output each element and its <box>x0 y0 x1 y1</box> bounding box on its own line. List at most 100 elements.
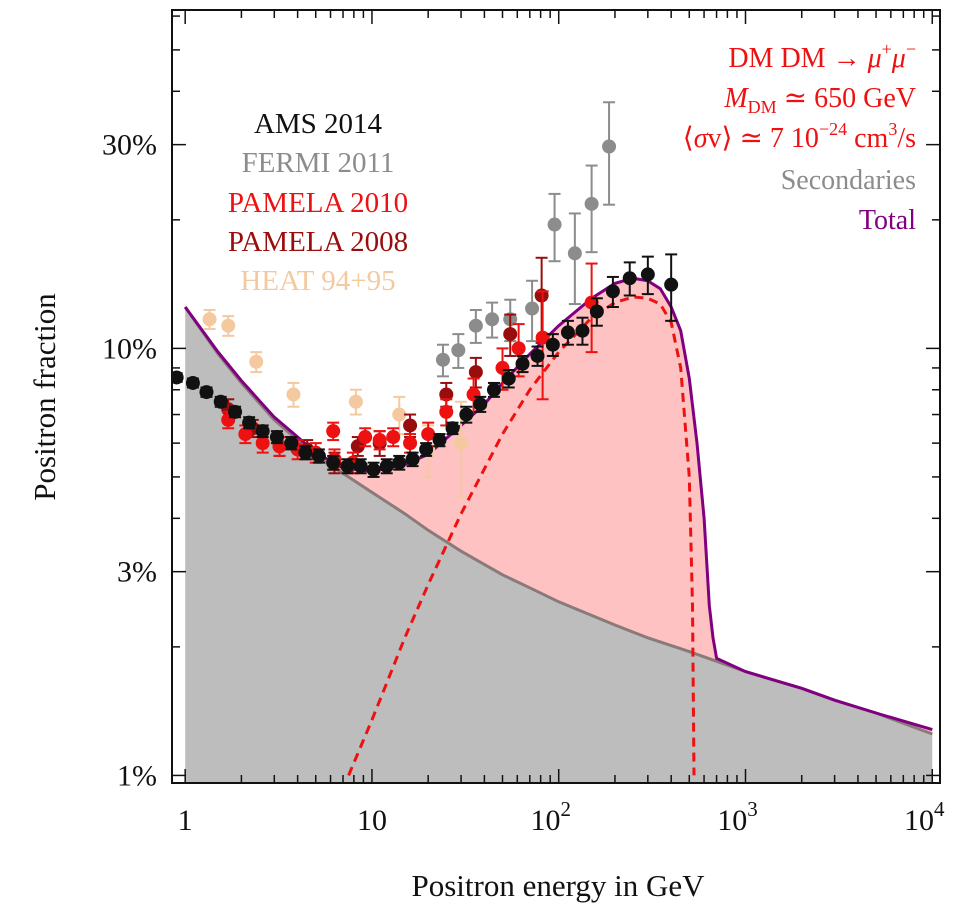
data-point <box>468 308 483 344</box>
x-axis-title: Positron energy in GeV <box>411 868 705 903</box>
y-tick-label: 3% <box>117 556 157 589</box>
data-point <box>622 261 637 297</box>
data-point <box>605 275 620 309</box>
point-marker <box>622 271 637 286</box>
point-marker <box>392 455 407 470</box>
data-point <box>486 381 501 398</box>
point-marker <box>185 375 200 390</box>
data-point <box>495 347 510 391</box>
data-point <box>525 279 540 343</box>
data-point <box>468 356 483 389</box>
point-marker <box>242 415 257 430</box>
data-point <box>185 375 200 390</box>
data-point <box>311 448 326 464</box>
point-marker <box>575 323 590 338</box>
point-marker <box>495 360 510 375</box>
point-marker <box>439 404 454 419</box>
data-point <box>269 430 284 445</box>
point-marker <box>213 394 228 409</box>
legend-pamela-2010: PAMELA 2010 <box>228 187 408 219</box>
point-marker <box>511 341 526 356</box>
data-point <box>326 454 341 471</box>
point-marker <box>485 312 500 327</box>
point-marker <box>459 407 474 422</box>
data-point <box>202 308 217 331</box>
point-marker <box>567 246 582 261</box>
data-point <box>366 461 381 478</box>
point-marker <box>501 371 516 386</box>
data-point <box>451 333 466 369</box>
point-marker <box>403 436 418 451</box>
data-point <box>589 297 604 327</box>
data-point <box>340 458 355 475</box>
legend-right: DM DM → μ+μ− MDM ≃ 650 GeV ⟨σv⟩ ≃ 7 10−2… <box>683 39 916 236</box>
x-tick-label: 104 <box>904 797 945 837</box>
data-point <box>284 436 299 451</box>
point-marker <box>340 459 355 474</box>
data-point <box>379 458 394 475</box>
data-point <box>213 394 228 409</box>
data-point <box>405 451 420 468</box>
point-marker <box>255 436 270 451</box>
point-marker <box>486 382 501 397</box>
point-marker <box>530 348 545 363</box>
point-marker <box>515 356 530 371</box>
data-point <box>228 404 243 419</box>
point-marker <box>535 330 550 345</box>
point-marker <box>228 404 243 419</box>
point-marker <box>286 387 301 402</box>
point-marker <box>602 139 617 154</box>
data-point <box>535 290 550 401</box>
legend-ams-2014: AMS 2014 <box>254 108 383 140</box>
point-marker <box>451 343 466 358</box>
data-point <box>445 421 460 436</box>
data-point <box>485 301 500 339</box>
legend-total: Total <box>859 205 916 236</box>
x-tick-label: 10 <box>357 804 387 837</box>
data-point <box>221 315 236 337</box>
point-marker <box>238 427 253 442</box>
point-marker <box>358 430 373 445</box>
point-marker <box>445 421 460 436</box>
legend-dm-mass: MDM ≃ 650 GeV <box>723 83 916 117</box>
point-marker <box>468 365 483 380</box>
point-marker <box>525 301 540 316</box>
y-axis-title: Positron fraction <box>27 293 62 501</box>
plot-frame <box>171 9 941 784</box>
point-marker <box>221 318 236 333</box>
data-point <box>515 354 530 374</box>
tick-labels: 1 10 102 103 104 1% 3% 10% 30% <box>102 129 945 837</box>
data-point <box>547 192 562 263</box>
point-marker <box>589 304 604 319</box>
x-tick-label: 102 <box>530 797 571 837</box>
data-point <box>358 427 373 448</box>
data-point <box>530 345 545 367</box>
point-marker <box>421 427 436 442</box>
data-point <box>560 319 575 346</box>
data-point <box>199 385 214 400</box>
legend-dm-channel: DM DM → μ+μ− <box>728 39 916 74</box>
data-point <box>255 424 270 439</box>
data-point <box>567 212 582 306</box>
legend-fermi-2011: FERMI 2011 <box>242 147 395 179</box>
data-point <box>640 255 655 296</box>
y-tick-label: 1% <box>117 759 157 792</box>
total-excess-fill <box>185 278 933 734</box>
point-marker <box>560 325 575 340</box>
plot-area <box>172 101 933 783</box>
data-point <box>664 253 679 322</box>
data-point <box>298 445 313 461</box>
point-marker <box>298 445 313 460</box>
data-point <box>503 313 518 357</box>
data-point <box>575 316 590 346</box>
data-point <box>242 415 257 430</box>
data-point <box>435 343 450 378</box>
dark-matter-curve <box>347 295 696 776</box>
point-marker <box>466 387 481 402</box>
point-marker <box>386 430 401 445</box>
point-marker <box>249 354 264 369</box>
point-marker <box>664 277 679 292</box>
data-point <box>353 458 368 475</box>
point-marker <box>419 442 434 457</box>
point-marker <box>326 424 341 439</box>
